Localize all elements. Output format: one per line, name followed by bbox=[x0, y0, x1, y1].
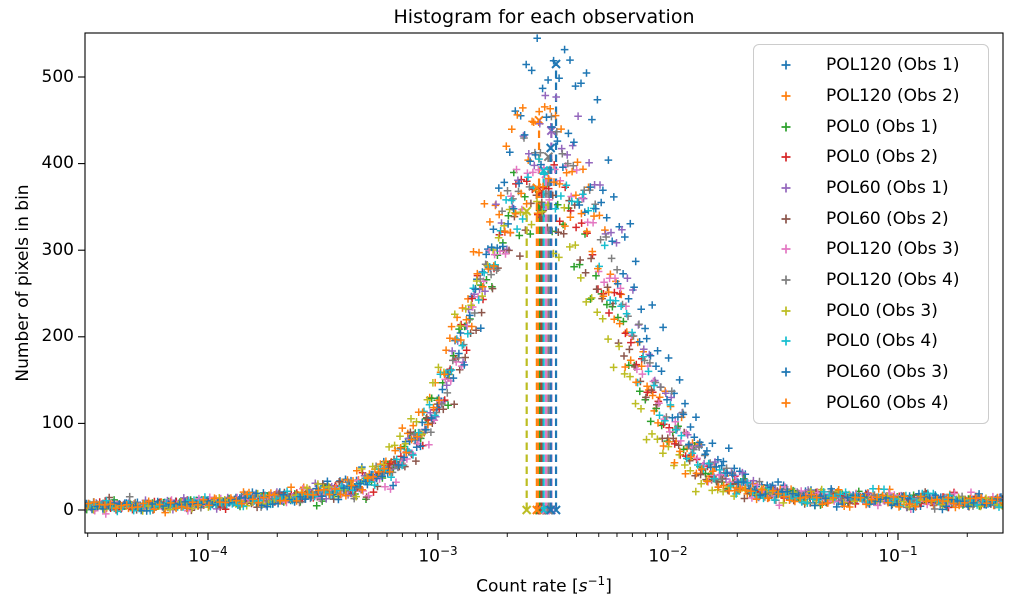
legend-label: POL60 (Obs 1) bbox=[826, 177, 949, 198]
x-tick-label: 10−4 bbox=[188, 544, 228, 567]
legend-label: POL0 (Obs 3) bbox=[826, 300, 938, 321]
x-axis-label: Count rate [s−1] bbox=[476, 574, 612, 597]
legend-plus-marker-icon bbox=[764, 333, 808, 349]
legend-label: POL0 (Obs 2) bbox=[826, 147, 938, 168]
legend-item-4: POL60 (Obs 1) bbox=[764, 173, 980, 203]
mean-line-end-markers-2 bbox=[535, 202, 545, 515]
legend-plus-marker-icon bbox=[764, 241, 808, 257]
legend-label: POL120 (Obs 2) bbox=[826, 85, 960, 106]
legend-plus-marker-icon bbox=[764, 57, 808, 73]
legend-label: POL60 (Obs 2) bbox=[826, 208, 949, 229]
legend: POL120 (Obs 1) POL120 (Obs 2) POL0 (Obs 1)… bbox=[753, 44, 989, 424]
x-tick-label: 10−1 bbox=[878, 544, 918, 567]
plot-title: Histogram for each observation bbox=[393, 6, 695, 28]
axis-ticks bbox=[78, 76, 968, 540]
legend-item-3: POL0 (Obs 2) bbox=[764, 142, 980, 172]
legend-plus-marker-icon bbox=[764, 119, 808, 135]
legend-label: POL60 (Obs 4) bbox=[826, 392, 949, 413]
mean-line-end-markers-10 bbox=[545, 143, 556, 515]
legend-label: POL120 (Obs 1) bbox=[826, 55, 960, 76]
legend-plus-marker-icon bbox=[764, 88, 808, 104]
legend-item-5: POL60 (Obs 2) bbox=[764, 204, 980, 234]
legend-item-9: POL0 (Obs 4) bbox=[764, 326, 980, 356]
mean-line-end-markers-7 bbox=[543, 151, 554, 515]
series-points-11 bbox=[85, 117, 1003, 517]
plot-frame bbox=[84, 32, 1004, 534]
legend-item-6: POL120 (Obs 3) bbox=[764, 234, 980, 264]
legend-label: POL60 (Obs 3) bbox=[826, 361, 949, 382]
legend-item-10: POL60 (Obs 3) bbox=[764, 357, 980, 387]
mean-line-end-markers-0 bbox=[551, 59, 561, 515]
y-tick-label: 300 bbox=[41, 239, 74, 260]
legend-label: POL0 (Obs 1) bbox=[826, 116, 938, 137]
y-tick-label: 0 bbox=[63, 499, 74, 520]
legend-label: POL120 (Obs 4) bbox=[826, 269, 960, 290]
legend-item-11: POL60 (Obs 4) bbox=[764, 388, 980, 418]
legend-item-2: POL0 (Obs 1) bbox=[764, 112, 980, 142]
mean-line-end-markers-11 bbox=[532, 183, 542, 515]
legend-plus-marker-icon bbox=[764, 364, 808, 380]
legend-plus-marker-icon bbox=[764, 272, 808, 288]
x-tick-label: 10−3 bbox=[418, 544, 458, 567]
legend-item-1: POL120 (Obs 2) bbox=[764, 81, 980, 111]
legend-plus-marker-icon bbox=[764, 303, 808, 319]
y-tick-label: 400 bbox=[41, 153, 74, 174]
legend-item-7: POL120 (Obs 4) bbox=[764, 265, 980, 295]
y-axis-label: Number of pixels in bin bbox=[13, 184, 33, 382]
legend-label: POL120 (Obs 3) bbox=[826, 239, 960, 260]
mean-line-end-markers-9 bbox=[538, 165, 549, 515]
y-tick-label: 500 bbox=[41, 66, 74, 87]
x-tick-label: 10−2 bbox=[648, 544, 688, 567]
y-tick-label: 200 bbox=[41, 326, 74, 347]
legend-plus-marker-icon bbox=[764, 211, 808, 227]
legend-label: POL0 (Obs 4) bbox=[826, 331, 938, 352]
scatter-points-layer bbox=[85, 34, 1003, 518]
legend-item-0: POL120 (Obs 1) bbox=[764, 50, 980, 80]
x-axis-label-exponent: −1 bbox=[587, 574, 606, 588]
legend-item-8: POL0 (Obs 3) bbox=[764, 296, 980, 326]
legend-plus-marker-icon bbox=[764, 149, 808, 165]
mean-line-end-markers-6 bbox=[541, 169, 551, 515]
legend-plus-marker-icon bbox=[764, 395, 808, 411]
x-axis-label-var: s bbox=[578, 576, 588, 597]
y-tick-label: 100 bbox=[41, 412, 74, 433]
mean-line-end-markers-8 bbox=[521, 206, 532, 515]
legend-plus-marker-icon bbox=[764, 180, 808, 196]
